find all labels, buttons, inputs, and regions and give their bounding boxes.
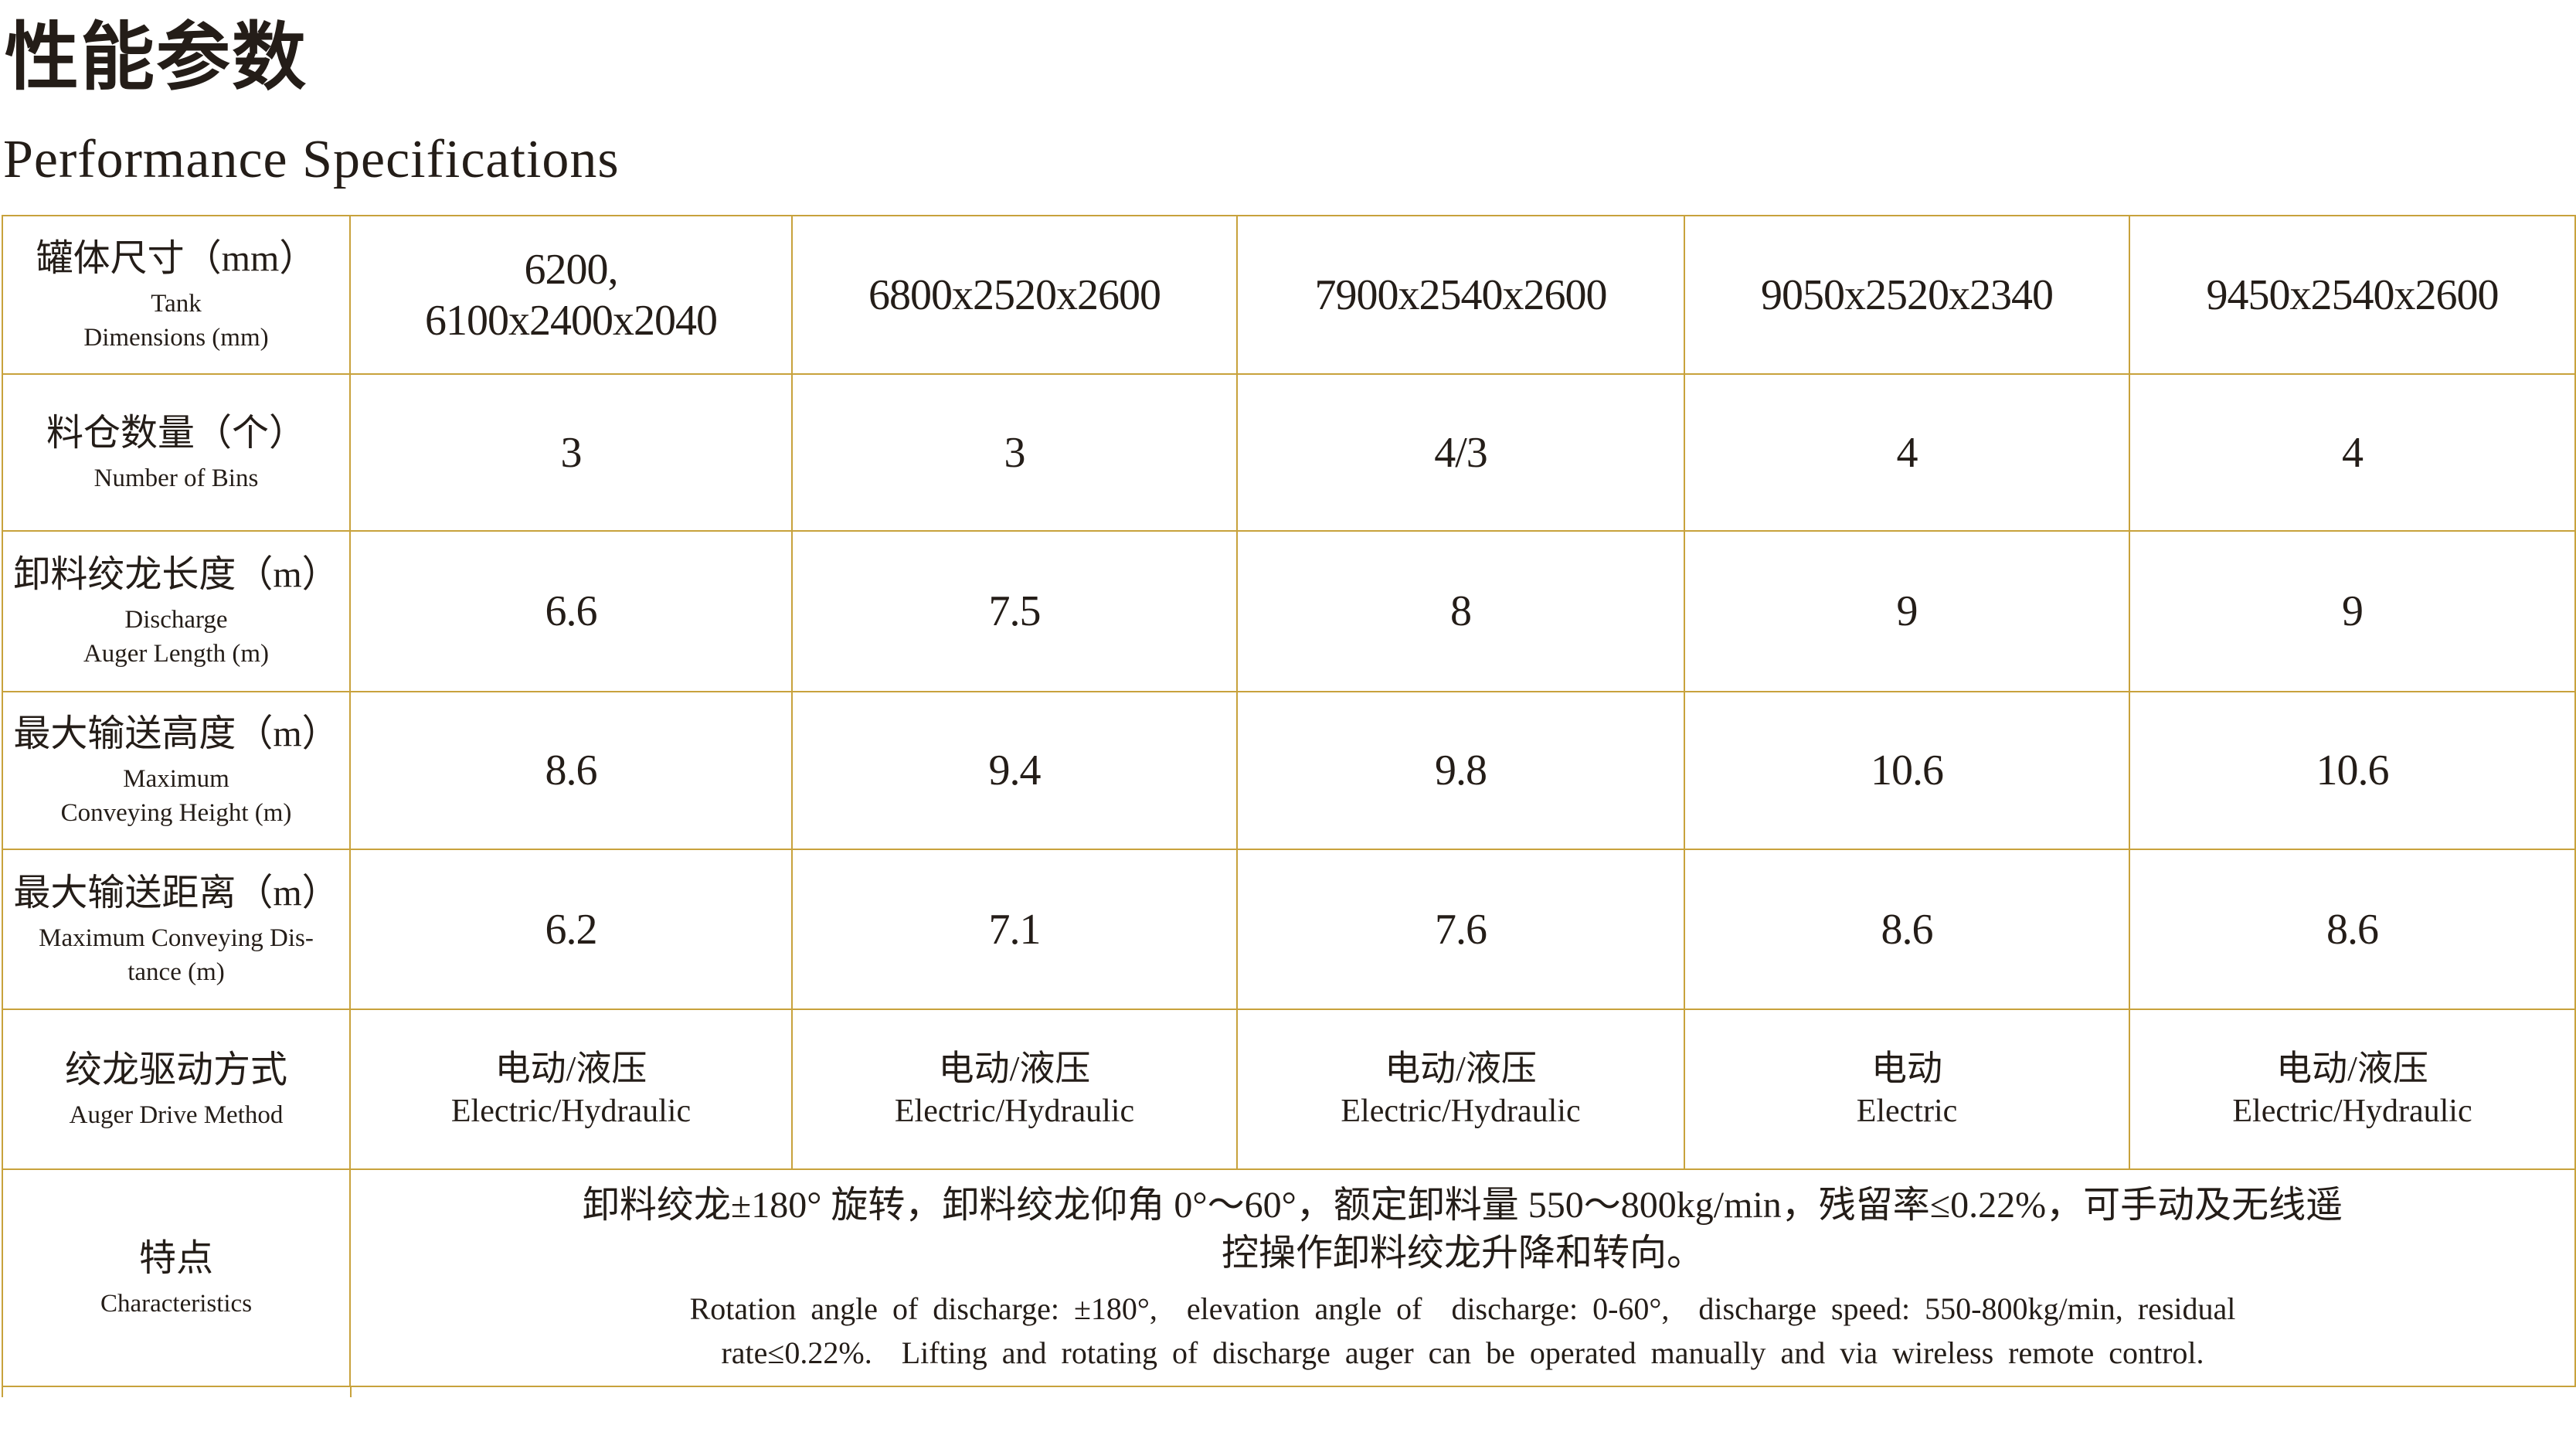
spec-cell: 4 <box>2129 373 2576 532</box>
spec-cell: 6.2 <box>349 849 793 1010</box>
table-row-number-of-bins: 料仓数量（个） Number of Bins 3 3 4/3 4 4 <box>2 373 2576 532</box>
row-label-tank-dimensions: 罐体尺寸（mm） Tank Dimensions (mm) <box>2 215 351 375</box>
row-label-en: Characteristics <box>100 1289 253 1318</box>
characteristics-zh-text: 卸料绞龙±180° 旋转，卸料绞龙仰角 0°～60°，额定卸料量 550～800… <box>582 1184 2343 1274</box>
spec-cell: 8 <box>1236 530 1685 692</box>
characteristics-en-text: Rotation angle of discharge: ±180°, elev… <box>689 1291 2236 1370</box>
characteristics-text-cell: 卸料绞龙±180° 旋转，卸料绞龙仰角 0°～60°，额定卸料量 550～800… <box>349 1168 2576 1387</box>
cropped-next-row-border-left <box>2 1386 3 1397</box>
spec-cell: 8.6 <box>349 691 793 850</box>
spec-cell: 7.5 <box>791 530 1238 692</box>
spec-cell: 9 <box>1684 530 2130 692</box>
spec-cell: 6800x2520x2600 <box>791 215 1238 375</box>
spec-cell: 7900x2540x2600 <box>1236 215 1685 375</box>
spec-cell: 6.6 <box>349 530 793 692</box>
performance-spec-table: 罐体尺寸（mm） Tank Dimensions (mm) 6200, 6100… <box>2 215 2576 1387</box>
row-label-en: Tank Dimensions (mm) <box>83 289 269 352</box>
spec-cell: 4/3 <box>1236 373 1685 532</box>
spec-cell: 电动/液压 Electric/Hydraulic <box>2129 1009 2576 1170</box>
spec-cell: 9.8 <box>1236 691 1685 850</box>
row-label-en: Maximum Conveying Dis- tance (m) <box>39 923 314 986</box>
row-label-conveying-height: 最大输送高度（m） Maximum Conveying Height (m) <box>2 691 351 850</box>
row-label-zh: 最大输送高度（m） <box>13 713 339 754</box>
table-row-conveying-height: 最大输送高度（m） Maximum Conveying Height (m) 8… <box>2 691 2576 850</box>
spec-cell: 10.6 <box>2129 691 2576 850</box>
table-row-auger-length: 卸料绞龙长度（m） Discharge Auger Length (m) 6.6… <box>2 530 2576 692</box>
row-label-zh: 料仓数量（个） <box>46 412 306 454</box>
spec-cell: 3 <box>349 373 793 532</box>
spec-cell: 9 <box>2129 530 2576 692</box>
spec-cell: 7.6 <box>1236 849 1685 1010</box>
spec-cell: 8.6 <box>1684 849 2130 1010</box>
spec-cell: 电动 Electric <box>1684 1009 2130 1170</box>
spec-cell: 电动/液压 Electric/Hydraulic <box>349 1009 793 1170</box>
row-label-en: Number of Bins <box>93 464 259 492</box>
spec-cell: 6200, 6100x2400x2040 <box>349 215 793 375</box>
spec-cell: 电动/液压 Electric/Hydraulic <box>791 1009 1238 1170</box>
spec-cell: 9.4 <box>791 691 1238 850</box>
row-label-characteristics: 特点 Characteristics <box>2 1168 351 1387</box>
row-label-en: Auger Drive Method <box>69 1100 284 1129</box>
row-label-zh: 特点 <box>138 1237 213 1279</box>
spec-cell: 3 <box>791 373 1238 532</box>
row-label-conveying-distance: 最大输送距离（m） Maximum Conveying Dis- tance (… <box>2 849 351 1010</box>
spec-cell: 7.1 <box>791 849 1238 1010</box>
row-label-auger-length: 卸料绞龙长度（m） Discharge Auger Length (m) <box>2 530 351 692</box>
spec-cell: 10.6 <box>1684 691 2130 850</box>
spec-cell: 9050x2520x2340 <box>1684 215 2130 375</box>
table-row-auger-drive-method: 绞龙驱动方式 Auger Drive Method 电动/液压 Electric… <box>2 1009 2576 1170</box>
row-label-zh: 卸料绞龙长度（m） <box>13 554 339 595</box>
row-label-zh: 最大输送距离（m） <box>13 872 339 913</box>
table-row-tank-dimensions: 罐体尺寸（mm） Tank Dimensions (mm) 6200, 6100… <box>2 215 2576 375</box>
spec-cell: 4 <box>1684 373 2130 532</box>
row-label-zh: 罐体尺寸（mm） <box>36 237 317 279</box>
spec-cell: 9450x2540x2600 <box>2129 215 2576 375</box>
page-subtitle: Performance Specifications <box>3 130 620 189</box>
row-label-number-of-bins: 料仓数量（个） Number of Bins <box>2 373 351 532</box>
table-row-conveying-distance: 最大输送距离（m） Maximum Conveying Dis- tance (… <box>2 849 2576 1010</box>
row-label-zh: 绞龙驱动方式 <box>64 1049 287 1090</box>
table-row-characteristics: 特点 Characteristics 卸料绞龙±180° 旋转，卸料绞龙仰角 0… <box>2 1168 2576 1387</box>
cropped-next-row-border-divider <box>350 1386 352 1397</box>
row-label-auger-drive-method: 绞龙驱动方式 Auger Drive Method <box>2 1009 351 1170</box>
spec-cell: 电动/液压 Electric/Hydraulic <box>1236 1009 1685 1170</box>
spec-cell: 8.6 <box>2129 849 2576 1010</box>
page-title: 性能参数 <box>5 16 308 99</box>
row-label-en: Discharge Auger Length (m) <box>83 606 270 668</box>
row-label-en: Maximum Conveying Height (m) <box>60 765 292 827</box>
